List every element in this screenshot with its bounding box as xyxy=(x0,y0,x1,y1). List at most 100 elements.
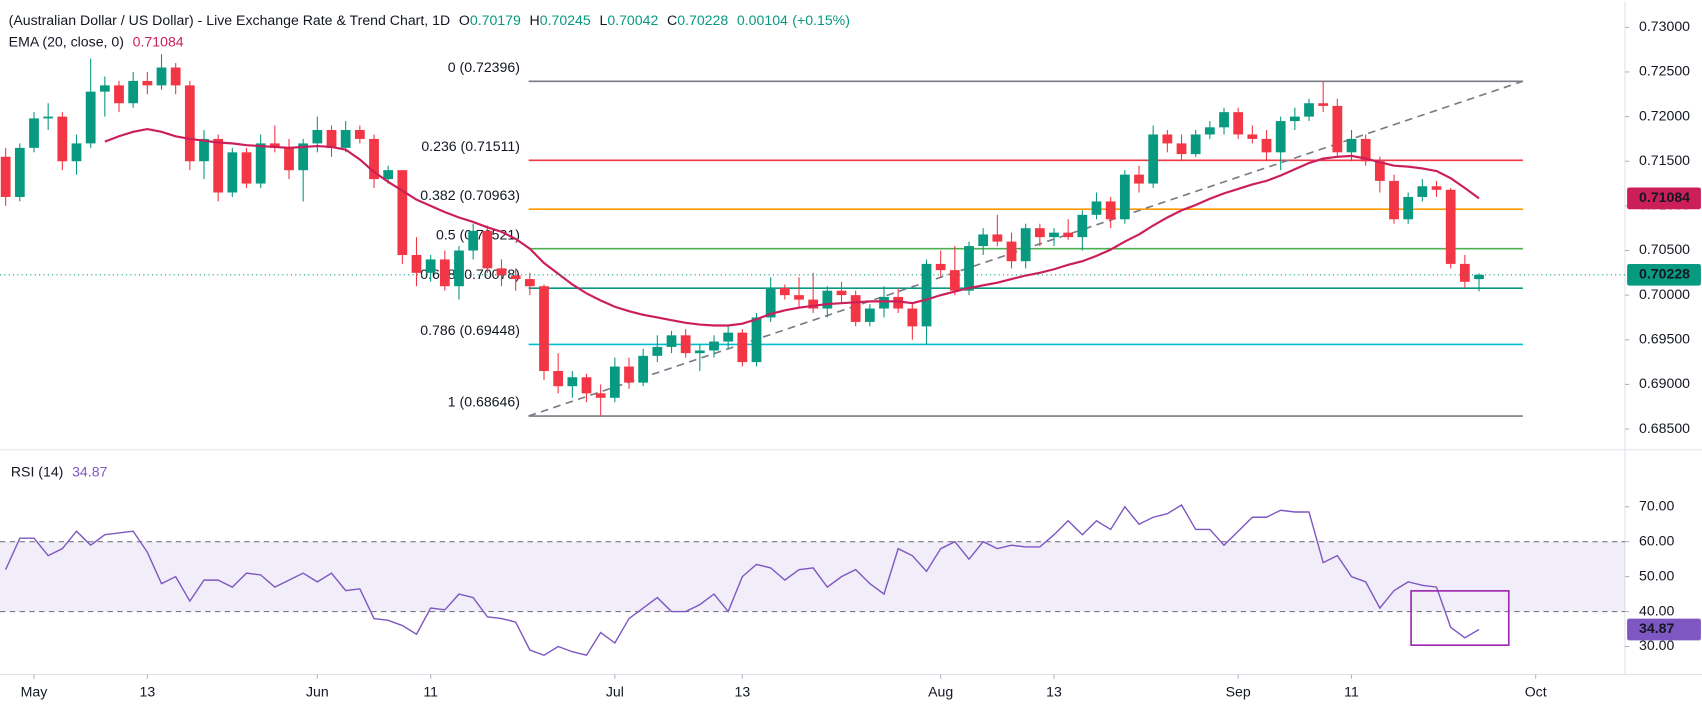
candle-body xyxy=(1204,127,1215,135)
candle-body xyxy=(921,263,932,327)
candle-body xyxy=(1077,214,1088,238)
rsi-value: 34.87 xyxy=(72,463,107,479)
ema-value: 0.71084 xyxy=(133,33,184,49)
candle-body xyxy=(567,377,578,387)
candle-body xyxy=(510,275,521,280)
price-layer xyxy=(0,54,1625,416)
candle-body xyxy=(964,246,974,291)
candle-body xyxy=(354,130,365,139)
candle-body xyxy=(99,85,110,92)
y-tick-label: 0.71500 xyxy=(1639,152,1690,168)
candle-body xyxy=(170,67,181,86)
candle-body xyxy=(29,118,39,148)
fib-level-label: 0 (0.72396) xyxy=(448,59,520,75)
candle-body xyxy=(85,91,96,144)
candle-body xyxy=(1445,189,1456,264)
candle-body xyxy=(1247,134,1258,139)
rsi-line xyxy=(5,504,1480,657)
ohlc-label: H xyxy=(530,12,540,28)
fib-level-label: 1 (0.68646) xyxy=(448,394,520,410)
candle-body xyxy=(114,85,124,104)
candle-body xyxy=(1176,143,1187,155)
ema-legend: EMA (20, close, 0) 0.71084 xyxy=(9,33,184,49)
candle-body xyxy=(1304,103,1314,117)
candle-body xyxy=(128,80,139,104)
change: 0.00104 xyxy=(737,12,788,28)
ema-badge xyxy=(1627,187,1701,210)
candle-body xyxy=(312,130,323,144)
rsi-tick-label: 50.00 xyxy=(1639,567,1674,583)
candle-body xyxy=(397,170,408,255)
candle-body xyxy=(468,230,479,251)
rsi-badge xyxy=(1627,618,1701,641)
ohlc-label: L xyxy=(599,12,607,28)
candle-body xyxy=(1190,134,1201,155)
candle-body xyxy=(1219,112,1229,128)
x-tick-label: 13 xyxy=(734,684,750,700)
x-tick-label: May xyxy=(21,684,49,700)
candle-body xyxy=(255,143,266,184)
candle-body xyxy=(723,332,734,342)
fib-level-label: 0.236 (0.71511) xyxy=(421,138,520,154)
candle-body xyxy=(794,295,804,300)
candle-body xyxy=(1006,241,1017,262)
candle-body xyxy=(992,234,1003,242)
y-tick-label: 0.69000 xyxy=(1639,375,1690,391)
candle-body xyxy=(737,332,748,363)
candle-body xyxy=(1148,134,1159,184)
candle-body xyxy=(652,346,663,356)
candle-body xyxy=(879,296,889,309)
candle-body xyxy=(1105,201,1116,220)
ema-name: EMA (20, close, 0) xyxy=(9,33,124,49)
candle-body xyxy=(638,355,649,383)
fib-level-label: 0.382 (0.70963) xyxy=(420,187,520,203)
ohlc-label: C xyxy=(667,12,677,28)
candle-body xyxy=(1119,174,1130,220)
x-tick-label: Sep xyxy=(1226,684,1251,700)
ohlc-value: 0.70179 xyxy=(470,12,521,28)
candle-body xyxy=(1346,138,1357,153)
candle-body xyxy=(1403,196,1414,220)
rsi-band xyxy=(0,541,1625,612)
candle-body xyxy=(1034,228,1045,238)
ohlc-value: 0.70245 xyxy=(540,12,591,28)
candle-body xyxy=(425,259,436,273)
ohlc-value: 0.70228 xyxy=(677,12,728,28)
candle-body xyxy=(524,279,535,287)
candle-body xyxy=(1459,263,1470,282)
rsi-badge-label: 34.87 xyxy=(1639,620,1674,636)
ema-badge-label: 0.71084 xyxy=(1639,189,1690,205)
candle-body xyxy=(1289,116,1300,122)
rsi-tick-label: 40.00 xyxy=(1639,602,1674,618)
candle-body xyxy=(949,270,960,291)
candle-body xyxy=(1091,201,1102,215)
y-tick-label: 0.70500 xyxy=(1639,241,1690,257)
candle-body xyxy=(581,377,592,394)
x-tick-label: Aug xyxy=(928,684,953,700)
ohlc-value: 0.70042 xyxy=(607,12,658,28)
candle-body xyxy=(142,80,153,86)
y-tick-label: 0.72000 xyxy=(1639,107,1690,123)
candle-body xyxy=(298,143,309,171)
candle-body xyxy=(709,341,719,351)
candle-body xyxy=(893,296,904,309)
candle-body xyxy=(326,130,337,148)
candle-body xyxy=(57,116,68,162)
x-tick-label: 11 xyxy=(423,684,438,700)
candle-body xyxy=(680,335,691,354)
candle-body xyxy=(369,138,379,180)
rsi-tick-label: 70.00 xyxy=(1639,497,1674,513)
candle-body xyxy=(1134,174,1144,184)
candle-body xyxy=(1063,232,1074,238)
candle-body xyxy=(850,295,861,322)
candle-body xyxy=(666,335,677,347)
candle-body xyxy=(43,116,54,119)
y-tick-label: 0.69500 xyxy=(1639,331,1690,347)
candle-body xyxy=(269,143,280,148)
candle-body xyxy=(609,366,620,398)
candle-body xyxy=(227,152,238,193)
title: (Australian Dollar / US Dollar) - Live E… xyxy=(9,12,450,28)
candle-body xyxy=(496,268,507,276)
